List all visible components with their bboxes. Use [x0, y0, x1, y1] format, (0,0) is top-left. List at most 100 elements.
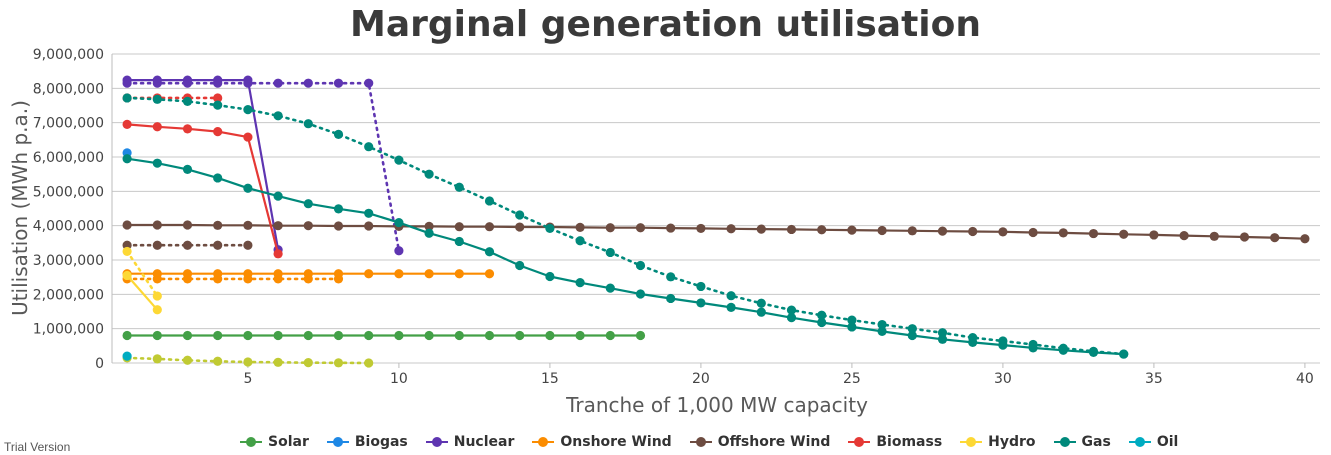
data-point[interactable]	[484, 222, 495, 232]
data-point[interactable]	[333, 129, 344, 139]
data-point[interactable]	[394, 217, 404, 228]
legend-item-onshore-wind[interactable]: Onshore Wind	[532, 434, 672, 450]
data-point[interactable]	[635, 260, 646, 271]
data-point[interactable]	[182, 240, 193, 250]
data-point[interactable]	[515, 330, 525, 341]
data-point[interactable]	[213, 220, 223, 230]
data-point[interactable]	[666, 272, 676, 282]
data-point[interactable]	[1119, 349, 1129, 359]
data-point[interactable]	[726, 302, 736, 312]
data-point[interactable]	[213, 356, 223, 366]
data-point[interactable]	[907, 226, 917, 236]
data-point[interactable]	[1209, 231, 1219, 241]
data-point[interactable]	[756, 307, 766, 317]
data-point[interactable]	[515, 260, 525, 271]
data-point[interactable]	[847, 225, 857, 235]
data-point[interactable]	[273, 274, 283, 284]
data-point[interactable]	[303, 199, 313, 209]
data-point[interactable]	[907, 324, 917, 334]
data-point[interactable]	[303, 358, 313, 368]
legend-item-offshore-wind[interactable]: Offshore Wind	[689, 434, 830, 450]
data-point[interactable]	[182, 330, 193, 341]
data-point[interactable]	[424, 269, 434, 279]
data-point[interactable]	[605, 283, 615, 293]
data-point[interactable]	[122, 351, 132, 361]
data-point[interactable]	[1270, 233, 1280, 243]
data-point[interactable]	[454, 236, 464, 247]
data-point[interactable]	[122, 220, 132, 230]
legend-item-biomass[interactable]: Biomass	[848, 434, 942, 450]
data-point[interactable]	[122, 93, 132, 103]
data-point[interactable]	[213, 100, 223, 110]
data-point[interactable]	[333, 221, 344, 231]
data-point[interactable]	[1088, 228, 1099, 239]
data-point[interactable]	[968, 332, 978, 343]
data-point[interactable]	[213, 126, 223, 137]
data-point[interactable]	[243, 132, 253, 142]
data-point[interactable]	[1179, 231, 1189, 241]
data-point[interactable]	[515, 210, 525, 220]
data-point[interactable]	[454, 182, 464, 192]
data-point[interactable]	[605, 247, 615, 258]
data-point[interactable]	[424, 169, 434, 179]
legend-item-hydro[interactable]: Hydro	[960, 434, 1036, 450]
data-point[interactable]	[1239, 232, 1250, 242]
data-point[interactable]	[364, 269, 374, 279]
data-point[interactable]	[152, 94, 162, 104]
data-point[interactable]	[152, 220, 162, 230]
data-point[interactable]	[937, 328, 948, 338]
data-point[interactable]	[213, 330, 223, 341]
data-point[interactable]	[394, 330, 404, 341]
data-point[interactable]	[333, 330, 344, 341]
data-point[interactable]	[122, 246, 132, 257]
data-point[interactable]	[575, 222, 585, 232]
data-point[interactable]	[394, 269, 404, 279]
data-point[interactable]	[273, 78, 283, 88]
data-point[interactable]	[182, 78, 193, 88]
data-point[interactable]	[907, 330, 917, 341]
data-point[interactable]	[696, 298, 706, 308]
data-point[interactable]	[605, 223, 615, 233]
data-point[interactable]	[213, 173, 223, 183]
data-point[interactable]	[182, 355, 193, 365]
data-point[interactable]	[152, 330, 162, 341]
legend-item-solar[interactable]: Solar	[240, 434, 309, 450]
data-point[interactable]	[273, 191, 283, 201]
data-point[interactable]	[545, 223, 555, 234]
data-point[interactable]	[303, 119, 313, 129]
data-point[interactable]	[877, 225, 887, 236]
data-point[interactable]	[484, 330, 495, 341]
data-point[interactable]	[122, 330, 132, 341]
data-point[interactable]	[786, 313, 797, 323]
data-point[interactable]	[273, 249, 283, 259]
data-point[interactable]	[484, 269, 495, 279]
data-point[interactable]	[364, 221, 374, 231]
data-point[interactable]	[152, 354, 162, 364]
data-point[interactable]	[364, 358, 374, 368]
data-point[interactable]	[273, 330, 283, 341]
data-point[interactable]	[122, 119, 132, 129]
data-point[interactable]	[182, 274, 193, 284]
data-point[interactable]	[937, 334, 948, 344]
data-point[interactable]	[454, 330, 464, 341]
data-point[interactable]	[303, 274, 313, 284]
data-point[interactable]	[786, 305, 797, 315]
data-point[interactable]	[273, 221, 283, 231]
data-point[interactable]	[333, 274, 344, 284]
data-point[interactable]	[575, 278, 585, 288]
data-point[interactable]	[213, 274, 223, 284]
data-point[interactable]	[303, 221, 313, 231]
data-point[interactable]	[998, 227, 1008, 237]
data-point[interactable]	[243, 240, 253, 250]
data-point[interactable]	[152, 122, 162, 132]
data-point[interactable]	[575, 236, 585, 246]
data-point[interactable]	[152, 305, 162, 315]
data-point[interactable]	[424, 330, 434, 341]
data-point[interactable]	[635, 289, 646, 299]
data-point[interactable]	[454, 269, 464, 279]
data-point[interactable]	[1149, 230, 1159, 240]
data-point[interactable]	[726, 291, 736, 301]
data-point[interactable]	[968, 226, 978, 237]
data-point[interactable]	[152, 274, 162, 284]
data-point[interactable]	[243, 357, 253, 367]
